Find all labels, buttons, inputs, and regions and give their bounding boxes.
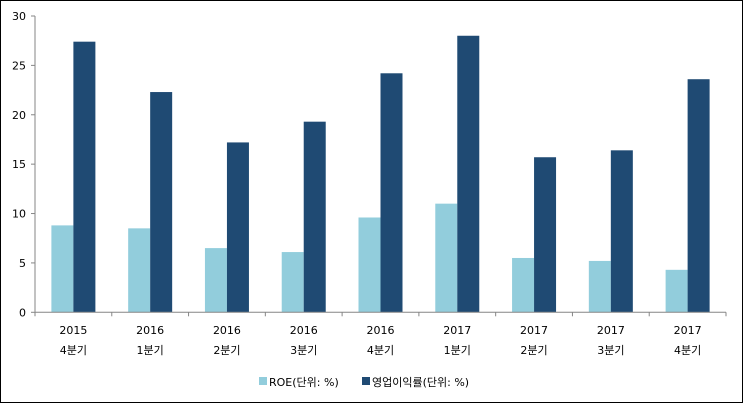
y-tick-label: 15 (12, 158, 26, 171)
bar-roe (204, 248, 227, 313)
legend-label: ROE(단위: %) (269, 376, 339, 389)
x-tick-label-quarter: 4분기 (674, 344, 701, 357)
y-tick-label: 0 (19, 306, 26, 319)
bar-operating-margin (226, 142, 249, 313)
bar-operating-margin (380, 73, 403, 313)
x-tick-label-year: 2017 (520, 324, 548, 337)
x-tick-label-quarter: 4분기 (60, 344, 87, 357)
x-tick-label-quarter: 4분기 (367, 344, 394, 357)
bar-roe (281, 252, 304, 313)
x-tick-label-year: 2016 (367, 324, 395, 337)
bar-operating-margin (150, 92, 173, 313)
bar-roe (512, 257, 535, 313)
bar-operating-margin (610, 150, 633, 313)
y-tick-label: 30 (12, 10, 26, 23)
legend-label: 영업이익률(단위: %) (372, 376, 469, 389)
x-tick-label-quarter: 1분기 (137, 344, 164, 357)
y-tick-label: 5 (19, 257, 26, 270)
bar-operating-margin (303, 121, 326, 313)
bar-roe (128, 228, 151, 313)
bar-operating-margin (73, 41, 96, 313)
bar-roe (51, 225, 74, 313)
legend-swatch (259, 377, 267, 385)
x-tick-label-quarter: 1분기 (444, 344, 471, 357)
bar-roe (435, 203, 458, 313)
bar-operating-margin (687, 79, 710, 313)
y-tick-label: 10 (12, 208, 26, 221)
legend-swatch (362, 377, 370, 385)
bar-roe (665, 269, 688, 313)
x-tick-label-year: 2016 (213, 324, 241, 337)
x-tick-label-year: 2015 (59, 324, 87, 337)
x-tick-label-quarter: 2분기 (520, 344, 547, 357)
y-tick-label: 25 (12, 59, 26, 72)
bar-roe (358, 217, 381, 313)
bar-operating-margin (534, 157, 557, 313)
x-tick-label-quarter: 2분기 (213, 344, 240, 357)
bar-roe (588, 260, 611, 313)
x-tick-label-quarter: 3분기 (290, 344, 317, 357)
x-tick-label-year: 2016 (136, 324, 164, 337)
y-tick-label: 20 (12, 109, 26, 122)
x-tick-label-year: 2017 (597, 324, 625, 337)
bar-operating-margin (457, 35, 480, 313)
x-tick-label-year: 2017 (443, 324, 471, 337)
x-tick-label-year: 2016 (290, 324, 318, 337)
x-tick-label-year: 2017 (674, 324, 702, 337)
x-tick-label-quarter: 3분기 (597, 344, 624, 357)
